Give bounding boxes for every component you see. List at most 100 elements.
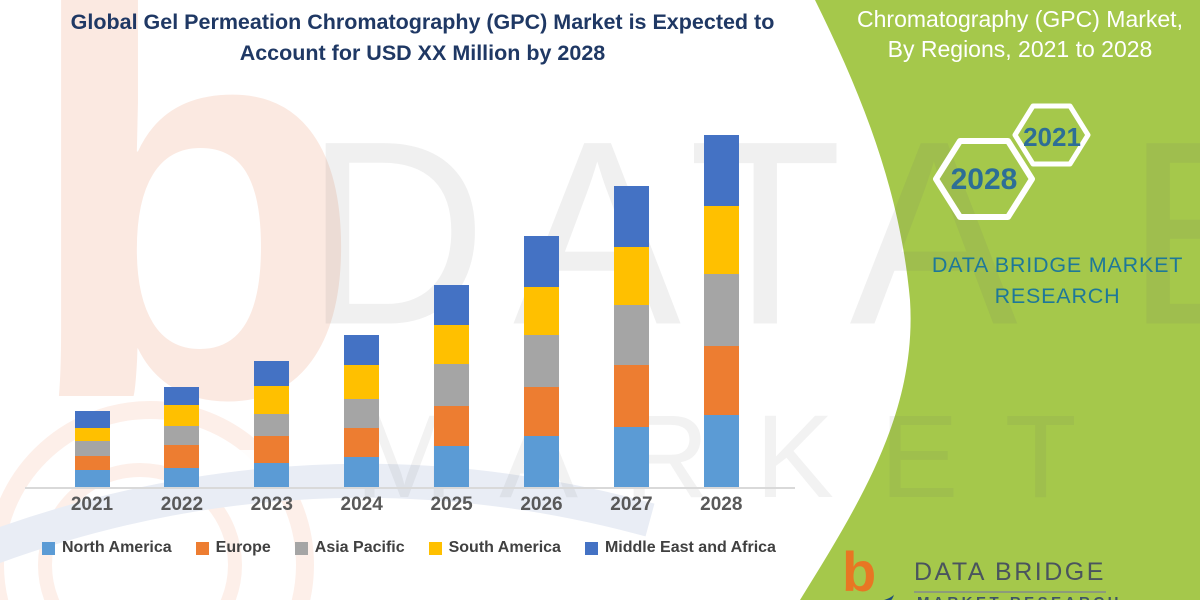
bar-segment-2022-south-america	[164, 405, 200, 426]
chart-title-line2: Account for USD XX Million by 2028	[239, 40, 606, 65]
x-axis-label-2026: 2026	[520, 494, 563, 515]
legend-swatch-icon	[428, 541, 442, 555]
bar-segment-2022-north-america	[164, 468, 200, 487]
bar-segment-2026-middle-east-and-africa	[524, 236, 559, 287]
bar-2025	[434, 285, 470, 487]
x-axis-label-2023: 2023	[250, 494, 293, 515]
bar-segment-2026-europe	[524, 387, 559, 436]
bar-segment-2027-north-america	[613, 427, 649, 487]
peach-ring-inner	[38, 463, 242, 600]
bar-segment-2027-south-america	[613, 247, 649, 305]
bar-segment-2024-europe	[344, 428, 380, 457]
bar-segment-2025-north-america	[434, 446, 470, 487]
bar-segment-2025-middle-east-and-africa	[434, 285, 470, 325]
bar-segment-2028-north-america	[703, 415, 739, 487]
white-band	[60, 450, 430, 462]
bar-segment-2023-asia-pacific	[254, 414, 290, 436]
legend-item-asia-pacific: Asia Pacific	[294, 539, 405, 557]
bar-segment-2024-middle-east-and-africa	[344, 335, 380, 365]
bar-segment-2024-north-america	[344, 457, 380, 487]
data-bridge-b-icon: b	[842, 540, 877, 600]
bar-segment-2022-asia-pacific	[164, 426, 200, 445]
bar-segment-2026-south-america	[524, 287, 559, 335]
bar-2021	[74, 411, 110, 487]
green-panel-shape	[800, 0, 1200, 600]
bar-segment-2026-north-america	[524, 436, 559, 487]
bar-segment-2025-asia-pacific	[434, 364, 470, 406]
legend-label: Middle East and Africa	[604, 539, 776, 556]
chart-title: Global Gel Permeation Chromatography (GP…	[55, 7, 790, 68]
bar-segment-2021-north-america	[74, 470, 110, 487]
bar-segment-2022-middle-east-and-africa	[164, 387, 200, 405]
legend-label: Asia Pacific	[314, 539, 405, 556]
bar-segment-2023-north-america	[254, 463, 290, 487]
bar-segment-2026-asia-pacific	[524, 335, 559, 387]
legend-item-south-america: South America	[428, 539, 561, 557]
bar-segment-2028-asia-pacific	[703, 274, 739, 346]
bar-segment-2021-asia-pacific	[74, 441, 110, 456]
brand-text-line2: RESEARCH	[994, 284, 1121, 309]
bar-segment-2028-europe	[703, 346, 739, 415]
bar-2023	[254, 361, 290, 487]
bar-segment-2027-asia-pacific	[613, 305, 649, 365]
legend-label: North America	[62, 539, 172, 556]
legend-item-north-america: North America	[42, 539, 172, 557]
bar-segment-2027-middle-east-and-africa	[613, 186, 649, 247]
x-axis-label-2027: 2027	[610, 494, 653, 515]
hexagon-2028	[933, 138, 1035, 220]
bar-segment-2023-south-america	[254, 386, 290, 414]
legend-swatch-icon	[584, 541, 598, 555]
chart-legend: North America Europe Asia Pacific South Ame…	[42, 539, 776, 557]
x-axis-label-2025: 2025	[430, 494, 473, 515]
bar-2027	[613, 186, 649, 487]
bar-2022	[164, 387, 200, 487]
x-axis-label-2022: 2022	[160, 494, 204, 515]
x-axis-label-2021: 2021	[70, 494, 114, 515]
bar-segment-2023-europe	[254, 436, 290, 463]
bar-segment-2023-middle-east-and-africa	[254, 361, 290, 386]
x-axis-label-2024: 2024	[340, 494, 383, 515]
bar-segment-2027-europe	[613, 365, 649, 427]
logo-sub-text: MARKET RESEARCH	[917, 594, 1122, 600]
peach-ring-outer	[0, 401, 314, 600]
bar-segment-2024-south-america	[344, 365, 380, 399]
legend-swatch-icon	[195, 541, 209, 555]
bar-2024	[344, 335, 380, 487]
bar-segment-2028-south-america	[703, 206, 739, 274]
legend-swatch-icon	[294, 541, 308, 555]
hexagon-2021-label: 2021	[1023, 122, 1081, 152]
bar-2028	[703, 135, 739, 487]
legend-label: South America	[448, 539, 561, 556]
logo-brand-text: DATA BRIDGE	[914, 558, 1106, 593]
bar-segment-2025-south-america	[434, 325, 470, 364]
bar-2026	[524, 236, 559, 487]
data-bridge-logo: b DATA BRIDGE MARKET RESEARCH	[834, 540, 1168, 600]
side-panel-title-line1: Chromatography (GPC) Market,	[857, 6, 1183, 32]
x-axis-label-2028: 2028	[700, 494, 743, 515]
legend-item-middle-east-and-africa: Middle East and Africa	[584, 539, 776, 557]
legend-item-europe: Europe	[195, 539, 271, 557]
brand-text-line1: DATA BRIDGE MARKET	[931, 253, 1184, 277]
bar-segment-2022-europe	[164, 445, 200, 468]
bar-segment-2024-asia-pacific	[344, 399, 380, 428]
watermark-line2: MARKET RESEARCH	[355, 398, 1200, 516]
x-axis-line	[25, 487, 795, 489]
bar-segment-2021-europe	[74, 456, 110, 470]
chart-title-line1: Global Gel Permeation Chromatography (GP…	[70, 10, 775, 34]
side-panel-title: Chromatography (GPC) Market, By Regions,…	[845, 5, 1195, 65]
bar-segment-2028-middle-east-and-africa	[703, 135, 739, 206]
hexagon-2028-label: 2028	[950, 163, 1018, 196]
legend-label: Europe	[215, 539, 271, 556]
hexagon-2021	[1012, 103, 1091, 167]
legend-swatch-icon	[42, 541, 55, 555]
blue-swoosh-watermark	[0, 463, 655, 564]
brand-text: DATA BRIDGE MARKET RESEARCH	[915, 250, 1200, 312]
bar-segment-2021-middle-east-and-africa	[74, 411, 110, 428]
bar-segment-2025-europe	[434, 406, 470, 446]
bar-segment-2021-south-america	[74, 428, 110, 441]
